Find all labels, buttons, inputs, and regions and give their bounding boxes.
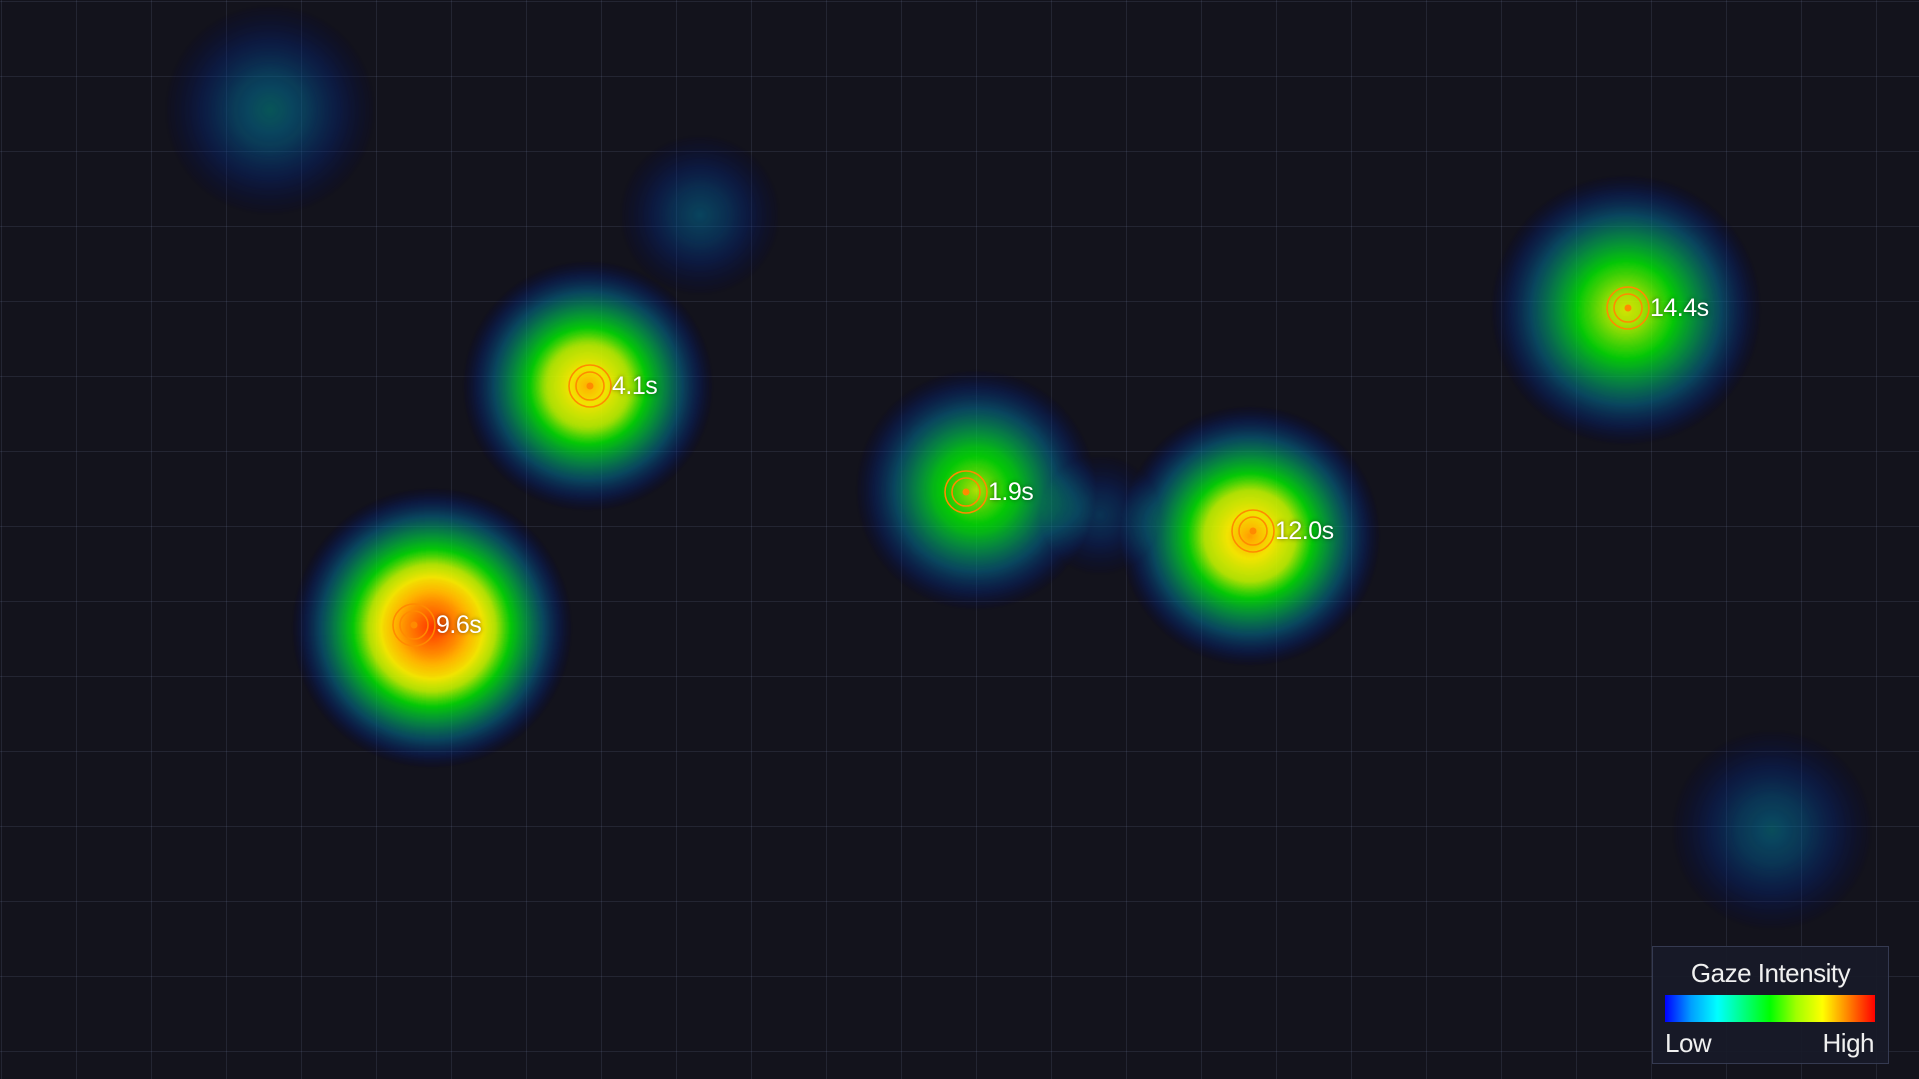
legend-high-label: High [1822,1028,1875,1058]
fixation-duration-label: 12.0s [1275,517,1334,545]
fixation-target-icon [944,470,988,514]
fixation-duration-label: 1.9s [988,478,1034,506]
fixation-target-icon [1606,286,1650,330]
legend-title: Gaze Intensity [1690,958,1851,988]
heatmap-legend: Gaze Intensity Low High [1652,946,1889,1064]
fixation-duration-label: 14.4s [1650,294,1709,322]
fixation-target-icon [1231,509,1275,553]
fixation-target-icon [392,603,436,647]
fixation-duration-label: 4.1s [612,372,658,400]
legend-low-label: Low [1665,1028,1712,1058]
fixation-target-icon [568,364,612,408]
legend-gradient-bar [1665,995,1875,1022]
fixation-duration-label: 9.6s [436,611,482,639]
